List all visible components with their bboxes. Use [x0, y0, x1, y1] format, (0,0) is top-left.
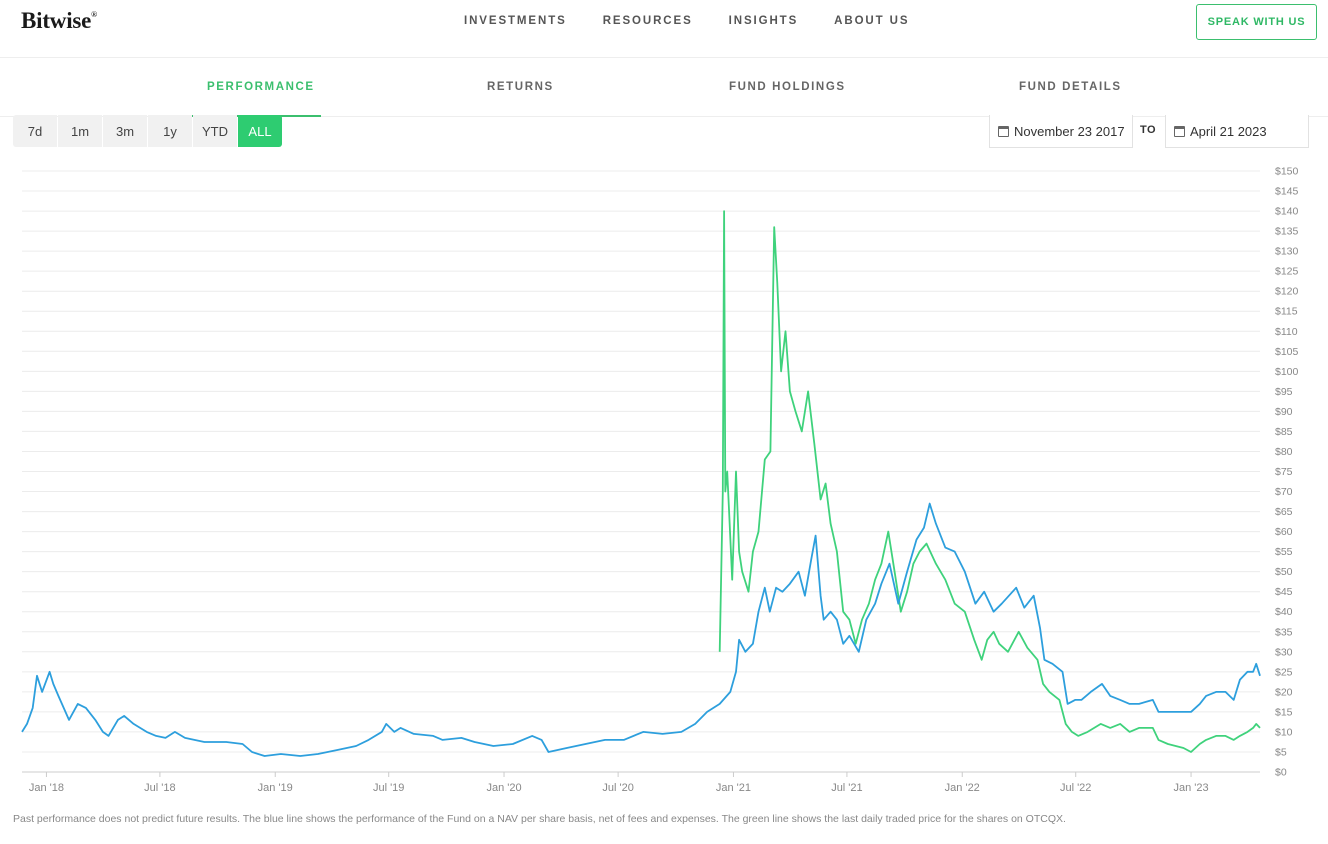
y-tick-label: $115 [1275, 306, 1298, 318]
performance-chart: $0 $5 $10 $15 $20 $25 $30 $35 $40 $45 $50 $55 $60 $65… [21, 166, 1299, 794]
date-range-to-label: TO [1140, 124, 1157, 136]
y-tick-label: $75 [1275, 466, 1293, 478]
y-tick-label: $150 [1275, 166, 1299, 178]
y-tick-label: $80 [1275, 446, 1293, 458]
y-tick-label: $50 [1275, 566, 1293, 578]
x-tick-label: Jul '22 [1060, 782, 1091, 794]
y-tick-label: $105 [1275, 346, 1299, 358]
y-tick-label: $65 [1275, 506, 1293, 518]
top-navigation-bar: Bitwise® INVESTMENTS RESOURCES INSIGHTS … [0, 0, 1328, 58]
y-tick-label: $40 [1275, 606, 1293, 618]
y-tick-label: $5 [1275, 746, 1287, 758]
x-axis: Jan '18 Jul '18 Jan '19 Jul '19 Jan '20 Jul '… [29, 772, 1209, 794]
start-date-input[interactable]: November 23 2017 [989, 115, 1133, 148]
nav-item-investments[interactable]: INVESTMENTS [464, 15, 567, 27]
range-button-ytd[interactable]: YTD [193, 115, 237, 147]
y-tick-label: $15 [1275, 706, 1293, 718]
range-button-1y[interactable]: 1y [148, 115, 192, 147]
y-tick-label: $45 [1275, 586, 1293, 598]
x-tick-label: Jan '22 [945, 782, 980, 794]
y-tick-label: $130 [1275, 246, 1299, 258]
fund-subnav: PERFORMANCE RETURNS FUND HOLDINGS FUND D… [0, 59, 1328, 117]
y-tick-label: $20 [1275, 686, 1293, 698]
y-tick-label: $110 [1275, 326, 1298, 338]
y-tick-label: $10 [1275, 726, 1293, 738]
y-tick-label: $140 [1275, 206, 1299, 218]
performance-footnote: Past performance does not predict future… [13, 813, 1066, 825]
y-tick-label: $120 [1275, 286, 1299, 298]
y-tick-label: $70 [1275, 486, 1293, 498]
y-tick-label: $90 [1275, 406, 1293, 418]
bitwise-logo[interactable]: Bitwise® [21, 8, 97, 34]
y-tick-label: $55 [1275, 546, 1293, 558]
y-tick-label: $145 [1275, 186, 1299, 198]
x-tick-label: Jan '18 [29, 782, 64, 794]
main-nav: INVESTMENTS RESOURCES INSIGHTS ABOUT US [446, 14, 927, 28]
chart-grid [22, 170, 1260, 773]
series-line-nav [21, 502, 1261, 757]
y-tick-label: $60 [1275, 526, 1293, 538]
y-tick-label: $85 [1275, 426, 1293, 438]
logo-text: Bitwise [21, 8, 92, 33]
chart-series [21, 210, 1261, 757]
x-tick-label: Jan '21 [716, 782, 751, 794]
calendar-icon [998, 125, 1009, 137]
end-date-value: April 21 2023 [1190, 123, 1267, 139]
range-button-all[interactable]: ALL [238, 115, 282, 147]
speak-with-us-button[interactable]: SPEAK WITH US [1196, 4, 1317, 40]
series-line-market-price [718, 210, 1261, 753]
x-tick-label: Jan '23 [1173, 782, 1208, 794]
y-tick-label: $95 [1275, 386, 1293, 398]
x-tick-label: Jul '18 [144, 782, 175, 794]
end-date-input[interactable]: April 21 2023 [1165, 115, 1309, 148]
registered-mark: ® [91, 10, 97, 19]
start-date-value: November 23 2017 [1014, 123, 1125, 139]
y-tick-label: $135 [1275, 226, 1299, 238]
tab-fund-holdings[interactable]: FUND HOLDINGS [729, 81, 846, 93]
tab-performance[interactable]: PERFORMANCE [207, 81, 315, 93]
x-tick-label: Jan '20 [486, 782, 521, 794]
y-axis: $0 $5 $10 $15 $20 $25 $30 $35 $40 $45 $50 $55 $60 $65… [1275, 166, 1299, 779]
y-tick-label: $35 [1275, 626, 1293, 638]
range-button-3m[interactable]: 3m [103, 115, 147, 147]
nav-item-about-us[interactable]: ABOUT US [834, 15, 910, 27]
x-tick-label: Jul '21 [831, 782, 862, 794]
x-tick-label: Jul '20 [602, 782, 633, 794]
range-button-7d[interactable]: 7d [13, 115, 57, 147]
y-tick-label: $100 [1275, 366, 1299, 378]
tab-fund-details[interactable]: FUND DETAILS [1019, 81, 1122, 93]
nav-item-insights[interactable]: INSIGHTS [728, 15, 799, 27]
range-button-1m[interactable]: 1m [58, 115, 102, 147]
y-tick-label: $25 [1275, 666, 1293, 678]
x-tick-label: Jul '19 [373, 782, 404, 794]
tab-returns[interactable]: RETURNS [487, 81, 554, 93]
nav-item-resources[interactable]: RESOURCES [602, 15, 693, 27]
range-selector: 7d 1m 3m 1y YTD ALL [13, 115, 283, 147]
y-tick-label: $30 [1275, 646, 1293, 658]
x-tick-label: Jan '19 [258, 782, 293, 794]
calendar-icon [1174, 125, 1185, 137]
y-tick-label: $0 [1275, 767, 1287, 779]
y-tick-label: $125 [1275, 266, 1299, 278]
